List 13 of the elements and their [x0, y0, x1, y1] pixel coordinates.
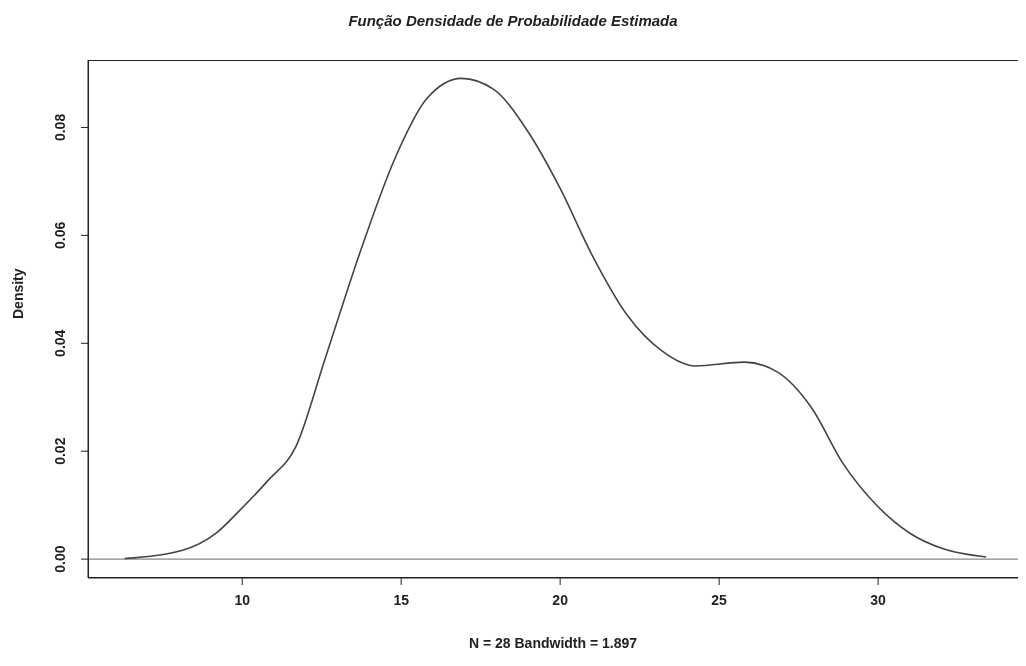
y-tick-label: 0.08 [52, 113, 68, 142]
y-axis-title: Density [9, 268, 26, 319]
y-tick-label: 0.02 [52, 437, 68, 465]
y-tick-label: 0.04 [52, 329, 68, 357]
y-tick-label: 0.00 [52, 545, 68, 573]
x-axis-title: N = 28 Bandwidth = 1.897 [468, 635, 638, 651]
x-tick-label: 20 [552, 591, 569, 608]
x-tick-label: 10 [234, 591, 251, 608]
x-tick-label: 15 [393, 591, 410, 608]
y-tick-label: 0.06 [52, 221, 68, 249]
x-tick-label: 30 [870, 591, 887, 608]
chart-title: Função Densidade de Probabilidade Estimada [347, 12, 679, 29]
x-tick-label: 25 [711, 591, 728, 608]
